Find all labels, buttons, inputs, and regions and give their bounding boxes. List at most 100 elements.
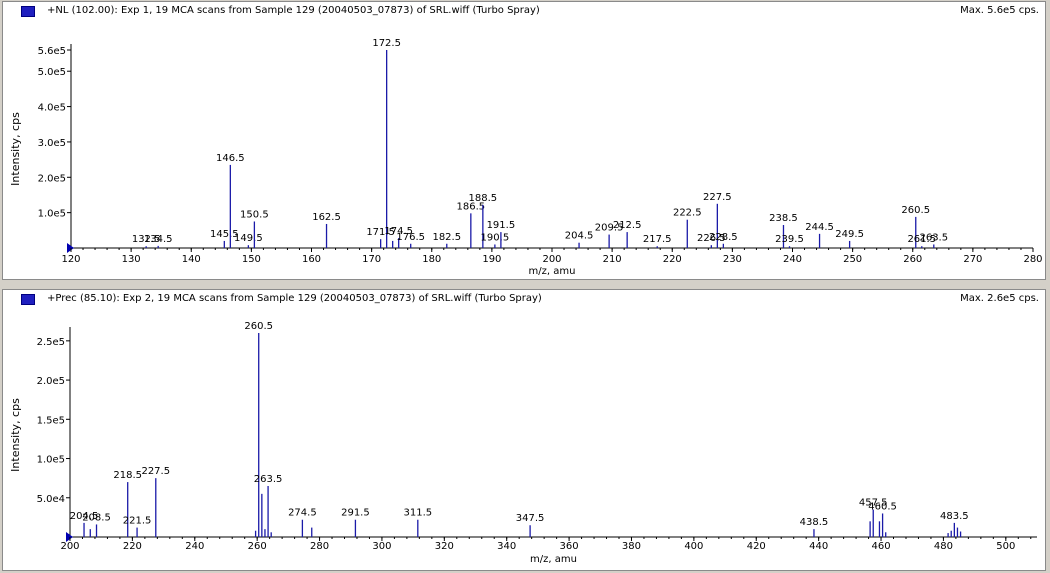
y-tick-label: 1.0e5 — [37, 455, 65, 466]
spectrum-color-icon — [21, 294, 35, 305]
x-axis-label: m/z, amu — [530, 554, 577, 565]
peak-label: 311.5 — [403, 508, 432, 519]
peak-label: 263.5 — [254, 474, 283, 485]
panel-title: +Prec (85.10): Exp 2, 19 MCA scans from … — [47, 293, 542, 304]
x-tick-label: 440 — [809, 541, 828, 552]
peak-label: 176.5 — [396, 232, 425, 243]
x-tick-label: 220 — [663, 254, 682, 265]
peak-label: 244.5 — [805, 222, 834, 233]
x-tick-label: 280 — [310, 541, 329, 552]
x-tick-label: 190 — [482, 254, 501, 265]
peak-label: 221.5 — [123, 516, 152, 527]
max-intensity-label: Max. 2.6e5 cps. — [960, 293, 1039, 304]
x-tick-label: 200 — [60, 541, 79, 552]
peak-label: 238.5 — [769, 213, 798, 224]
x-tick-label: 380 — [622, 541, 641, 552]
peak-label: 134.5 — [144, 234, 173, 245]
y-tick-label: 3.0e5 — [38, 138, 66, 149]
peak-label: 186.5 — [457, 201, 486, 212]
spectrum-panel-prec[interactable]: +Prec (85.10): Exp 2, 19 MCA scans from … — [2, 289, 1046, 571]
x-tick-label: 200 — [542, 254, 561, 265]
peak-label: 226.5 — [697, 233, 726, 244]
nl-spectrum-chart[interactable]: 120 130 140 150 160 170 180 190 200 210 220 230 240 2… — [3, 2, 1045, 279]
peak-label: 222.5 — [673, 208, 702, 219]
y-tick-label: 4.0e5 — [38, 103, 66, 114]
spectrum-color-icon — [21, 6, 35, 17]
x-tick-label: 240 — [185, 541, 204, 552]
peak-label: 227.5 — [703, 192, 732, 203]
peak-label: 204.5 — [565, 231, 594, 242]
x-tick-label: 400 — [684, 541, 703, 552]
peak-label: 150.5 — [240, 209, 269, 220]
x-tick-label: 180 — [422, 254, 441, 265]
peak-label: 190.5 — [481, 232, 510, 243]
peak-label: 291.5 — [341, 508, 370, 519]
max-intensity-label: Max. 5.6e5 cps. — [960, 5, 1039, 16]
peak-label: 228.5 — [709, 232, 738, 243]
x-tick-label: 160 — [302, 254, 321, 265]
peak-label: 208.5 — [82, 512, 111, 523]
peak-label: 218.5 — [113, 470, 142, 481]
y-axis-label: Intensity, cps — [9, 398, 22, 472]
panel-title: +NL (102.00): Exp 1, 19 MCA scans from S… — [47, 5, 540, 16]
y-tick-label: 5.0e5 — [38, 67, 66, 78]
x-tick-label: 120 — [61, 254, 80, 265]
spectrum-panel-nl[interactable]: +NL (102.00): Exp 1, 19 MCA scans from S… — [2, 1, 1046, 280]
x-tick-label: 260 — [248, 541, 267, 552]
y-tick-label: 2.0e5 — [38, 173, 66, 184]
peak-label: 172.5 — [372, 38, 401, 49]
peak-label: 212.5 — [613, 220, 642, 231]
x-tick-label: 250 — [843, 254, 862, 265]
x-tick-label: 170 — [362, 254, 381, 265]
y-tick-label: 1.0e5 — [38, 209, 66, 220]
peak-label: 457.5 — [859, 498, 888, 509]
x-tick-label: 260 — [903, 254, 922, 265]
peak-label: 260.5 — [901, 205, 930, 216]
peak-label: 261.5 — [907, 234, 936, 245]
peak-label: 132.5 — [132, 234, 161, 245]
peak-label: 483.5 — [940, 511, 969, 522]
x-tick-label: 340 — [497, 541, 516, 552]
x-tick-label: 270 — [963, 254, 982, 265]
peak-label: 260.5 — [244, 321, 273, 332]
x-tick-label: 480 — [934, 541, 953, 552]
peak-label: 204.5 — [70, 511, 99, 522]
peak-label: 182.5 — [432, 232, 461, 243]
y-tick-label: 2.5e5 — [37, 337, 65, 348]
x-tick-label: 300 — [372, 541, 391, 552]
y-tick-label: 5.6e5 — [38, 46, 66, 57]
peak-label: 149.5 — [234, 233, 263, 244]
x-axis-label: m/z, amu — [529, 266, 576, 277]
peak-label: 146.5 — [216, 153, 245, 164]
peak-label: 217.5 — [643, 234, 672, 245]
x-tick-label: 420 — [747, 541, 766, 552]
y-tick-label: 1.5e5 — [37, 415, 65, 426]
x-tick-label: 210 — [603, 254, 622, 265]
x-tick-label: 220 — [123, 541, 142, 552]
x-tick-label: 130 — [122, 254, 141, 265]
peak-label: 209.5 — [595, 223, 624, 234]
peak-label: 249.5 — [835, 229, 864, 240]
peak-label: 191.5 — [487, 220, 516, 231]
x-tick-label: 460 — [871, 541, 890, 552]
peak-label: 460.5 — [868, 501, 897, 512]
peak-label: 347.5 — [516, 513, 545, 524]
x-tick-label: 140 — [182, 254, 201, 265]
peak-label: 188.5 — [469, 193, 498, 204]
peak-label: 145.5 — [210, 229, 239, 240]
y-tick-label: 5.0e4 — [37, 494, 65, 505]
x-tick-label: 240 — [783, 254, 802, 265]
x-tick-label: 500 — [996, 541, 1015, 552]
x-tick-label: 360 — [560, 541, 579, 552]
x-tick-label: 280 — [1023, 254, 1042, 265]
peak-label: 239.5 — [775, 234, 804, 245]
peak-label: 227.5 — [141, 466, 170, 477]
peak-label: 174.5 — [384, 226, 413, 237]
peak-label: 438.5 — [800, 517, 829, 528]
x-tick-label: 150 — [242, 254, 261, 265]
prec-spectrum-chart[interactable]: 200 220 240 260 280 300 320 340 360 380 400 420 440 4… — [3, 290, 1045, 570]
peak-label: 263.5 — [919, 232, 948, 243]
peak-label: 171.5 — [366, 227, 395, 238]
x-tick-label: 320 — [435, 541, 454, 552]
peak-label: 162.5 — [312, 212, 341, 223]
